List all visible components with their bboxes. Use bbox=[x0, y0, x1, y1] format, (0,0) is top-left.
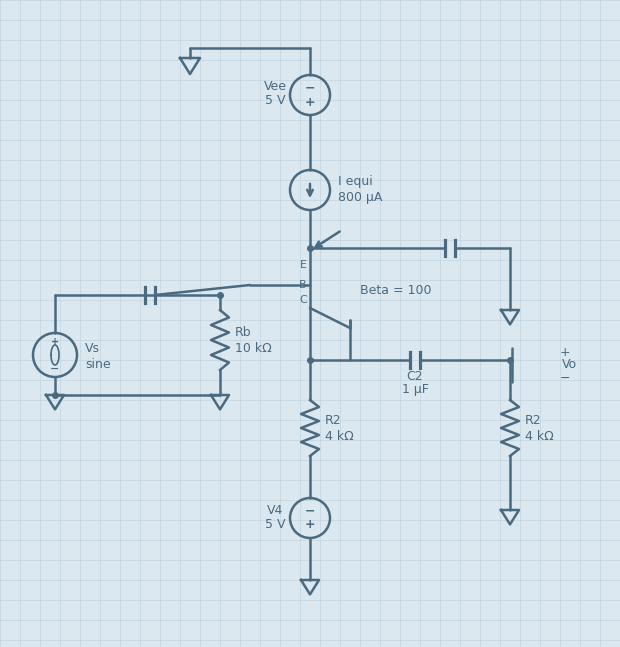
Text: +: + bbox=[304, 96, 316, 109]
Text: Vs: Vs bbox=[85, 342, 100, 355]
Text: −: − bbox=[305, 82, 315, 94]
Text: 10 kΩ: 10 kΩ bbox=[235, 342, 272, 355]
Text: 4 kΩ: 4 kΩ bbox=[525, 430, 554, 443]
Text: −: − bbox=[50, 364, 60, 374]
Text: +: + bbox=[51, 337, 59, 347]
Text: R2: R2 bbox=[325, 413, 342, 426]
Text: Beta = 100: Beta = 100 bbox=[360, 283, 432, 296]
Text: +: + bbox=[304, 518, 316, 531]
Text: −: − bbox=[560, 371, 570, 384]
Text: Rb: Rb bbox=[235, 325, 252, 338]
Text: 5 V: 5 V bbox=[265, 94, 285, 107]
Text: Vo: Vo bbox=[562, 358, 577, 371]
Text: +: + bbox=[560, 345, 570, 358]
Text: Vee: Vee bbox=[264, 80, 286, 94]
Text: E: E bbox=[300, 260, 307, 270]
Text: −: − bbox=[305, 505, 315, 518]
Text: 1 μF: 1 μF bbox=[402, 384, 428, 397]
Text: V4: V4 bbox=[267, 503, 283, 516]
Text: B: B bbox=[299, 280, 307, 290]
Text: 4 kΩ: 4 kΩ bbox=[325, 430, 354, 443]
Text: I equi: I equi bbox=[338, 175, 373, 188]
Text: C: C bbox=[299, 295, 307, 305]
Text: 800 μA: 800 μA bbox=[338, 192, 383, 204]
Text: sine: sine bbox=[85, 358, 110, 371]
Text: 5 V: 5 V bbox=[265, 518, 285, 531]
Text: R2: R2 bbox=[525, 413, 542, 426]
Text: C2: C2 bbox=[407, 369, 423, 382]
